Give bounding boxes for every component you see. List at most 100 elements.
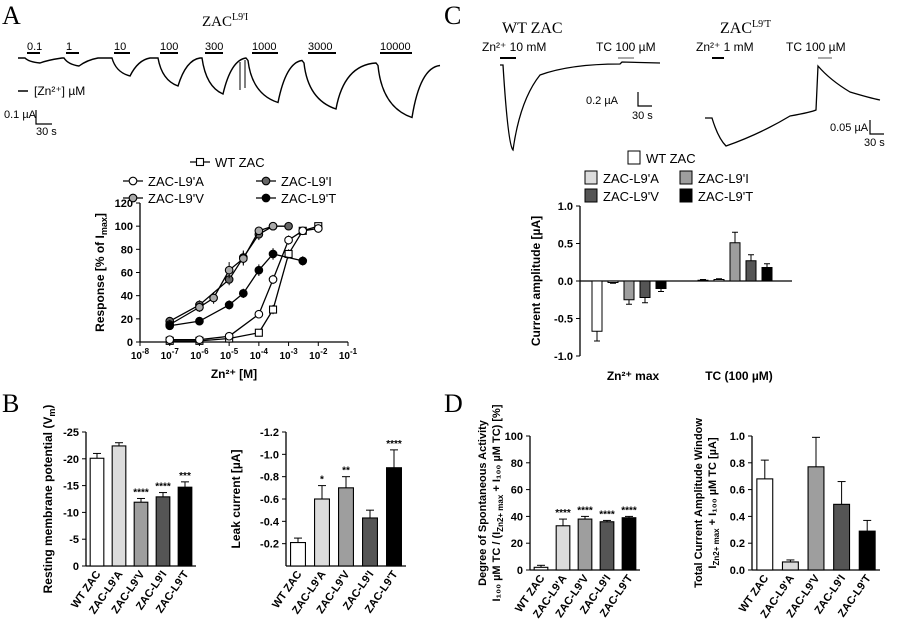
a-dr-legend-marker bbox=[261, 193, 271, 203]
d-spont-significance: **** bbox=[577, 505, 593, 516]
c-wt-scale-x-label: 30 s bbox=[632, 110, 653, 122]
a-dr-point bbox=[195, 302, 204, 312]
d-window-y-tick-label: 0.2 bbox=[730, 538, 745, 550]
a-dr-point bbox=[268, 249, 278, 259]
a-dr-legend-label: ZAC-L9'V bbox=[148, 191, 204, 206]
a-dr-point bbox=[254, 309, 264, 319]
a-concentration-label: 1000 bbox=[252, 41, 276, 53]
d-window-y-tick-label: 0.0 bbox=[730, 565, 745, 577]
a-dr-x-tick-label: 10-1 bbox=[339, 347, 358, 362]
a-dr-y-tick-label: 120 bbox=[115, 198, 133, 210]
a-scale-bar bbox=[35, 110, 52, 125]
a-dr-point bbox=[313, 224, 323, 233]
c-wt-scale-bar bbox=[637, 92, 652, 107]
b-leak-significance: **** bbox=[386, 439, 402, 450]
c-amp-legend-swatch bbox=[679, 188, 693, 203]
c-amp-bar bbox=[607, 280, 619, 283]
a-dr-y-axis-title: Response [% of Imax] bbox=[93, 213, 109, 332]
panel-label-a: A bbox=[2, 1, 21, 30]
panel-label-d: D bbox=[444, 389, 463, 418]
c-mut-scale-bar bbox=[869, 120, 884, 135]
a-dr-fit-line bbox=[169, 225, 319, 342]
d-window-bar bbox=[833, 503, 851, 571]
a-dr-fit-line bbox=[169, 227, 319, 341]
d-spont-bar bbox=[555, 525, 571, 571]
d-spont-bar bbox=[577, 518, 593, 571]
c-wt-scale-y-label: 0.2 µA bbox=[586, 95, 619, 107]
c-amp-legend-label: ZAC-L9'T bbox=[698, 189, 753, 204]
a-concentration-label: 3000 bbox=[308, 41, 332, 53]
c-wt-current-trace bbox=[500, 61, 661, 152]
c-mut-zn-label: Zn²⁺ 1 mM bbox=[696, 40, 754, 54]
d-window-y-tick-label: 0.8 bbox=[730, 458, 745, 470]
b-leak-y-tick-label: -1.2 bbox=[260, 427, 279, 439]
b-rmp-y-tick-label: -15 bbox=[63, 481, 79, 493]
d-spont-y-axis-title-line1: Degree of Spontaneous Activity bbox=[477, 419, 489, 586]
a-dr-x-tick-label: 10-4 bbox=[250, 347, 269, 362]
a-dr-legend-label: ZAC-L9'T bbox=[281, 191, 336, 206]
b-rmp-bar bbox=[155, 496, 171, 567]
a-dr-point bbox=[254, 226, 264, 236]
c-amp-legend-swatch bbox=[679, 170, 693, 185]
b-rmp-significance: **** bbox=[155, 482, 171, 493]
d-spont-y-tick-label: 0 bbox=[517, 565, 523, 577]
d-spont-bar bbox=[533, 566, 549, 571]
c-amp-legend-label: ZAC-L9'A bbox=[603, 171, 659, 186]
a-dr-point bbox=[224, 265, 234, 275]
panel-c-traces: WT ZAC ZACL9'T Zn²⁺ 10 mM TC 100 µM 0.2 µA… bbox=[482, 19, 885, 152]
a-concentration-label: 100 bbox=[160, 41, 178, 53]
b-rmp-y-tick-label: 0 bbox=[73, 561, 79, 573]
b-rmp-y-tick-label: -25 bbox=[63, 427, 79, 439]
a-dr-y-tick-label: 80 bbox=[121, 244, 133, 256]
c-amp-legend-swatch bbox=[627, 150, 641, 165]
a-dr-point bbox=[268, 221, 278, 231]
a-dr-point bbox=[298, 256, 308, 266]
a-dr-point bbox=[165, 321, 175, 331]
c-amp-category-label: TC (100 µM) bbox=[705, 369, 773, 383]
c-amp-y-tick-label: 0.5 bbox=[558, 239, 573, 251]
a-dr-x-tick-label: 10-8 bbox=[131, 347, 150, 362]
a-dr-point bbox=[224, 300, 234, 310]
a-dr-point bbox=[209, 293, 218, 303]
a-concentration-label: 300 bbox=[205, 41, 223, 53]
b-leak-significance: ** bbox=[342, 466, 350, 477]
b-leak-y-axis-title: Leak current [µA] bbox=[229, 450, 243, 549]
d-window-y-axis-title-line1: Total Current Amplitude Window bbox=[693, 418, 705, 588]
c-mut-current-trace bbox=[705, 64, 881, 147]
c-amp-y-tick-label: 0.0 bbox=[558, 276, 573, 288]
c-wt-zn-label: Zn²⁺ 10 mM bbox=[482, 40, 546, 54]
d-window-bar bbox=[858, 530, 876, 571]
c-amp-bar bbox=[729, 242, 741, 282]
c-amp-bar bbox=[761, 267, 773, 282]
a-dr-y-tick-label: 40 bbox=[121, 291, 133, 303]
b-leak-y-tick-label: -1.0 bbox=[260, 449, 279, 461]
b-rmp-significance: *** bbox=[179, 471, 191, 482]
b-rmp-bar bbox=[177, 486, 193, 567]
a-dr-legend-label: ZAC-L9'I bbox=[281, 174, 332, 189]
c-mut-scale-y-label: 0.05 µA bbox=[830, 122, 869, 134]
c-amp-bar bbox=[713, 279, 725, 282]
a-dr-x-tick-label: 10-3 bbox=[279, 347, 298, 362]
b-leak-y-tick-label: -0.8 bbox=[260, 472, 279, 484]
d-window-bar bbox=[781, 561, 799, 571]
b-leak-bar bbox=[290, 541, 306, 567]
c-amp-bar bbox=[591, 280, 603, 332]
b-rmp-bar bbox=[133, 501, 149, 567]
c-mut-title: ZACL9'T bbox=[720, 19, 771, 37]
a-dr-point bbox=[195, 316, 204, 326]
a-dr-legend-marker bbox=[195, 157, 205, 167]
c-mut-scale-x-label: 30 s bbox=[864, 137, 885, 149]
a-concentration-label: 10000 bbox=[380, 41, 411, 53]
b-rmp-y-tick-label: -10 bbox=[63, 507, 79, 519]
a-dr-legend-label: ZAC-L9'A bbox=[148, 174, 204, 189]
d-spont-bar bbox=[621, 517, 637, 571]
d-window-bar bbox=[807, 466, 825, 571]
b-rmp-significance: **** bbox=[133, 487, 149, 498]
a-scale-x-label: 30 s bbox=[36, 126, 57, 138]
a-current-trace bbox=[18, 57, 441, 119]
a-dr-point bbox=[165, 335, 175, 345]
c-amp-bar bbox=[655, 280, 667, 289]
b-leak-significance: * bbox=[320, 475, 324, 486]
a-dr-y-tick-label: 20 bbox=[121, 314, 133, 326]
